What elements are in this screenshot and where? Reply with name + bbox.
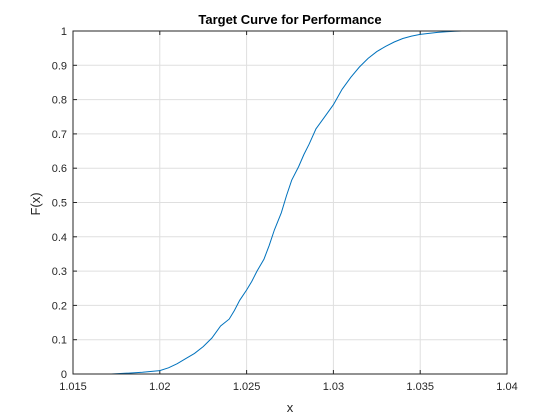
y-tick-label: 0 [61,369,67,381]
y-tick-label: 0.6 [52,163,67,175]
y-tick-label: 0.9 [52,60,67,72]
y-tick-label: 1 [61,26,67,38]
chart-title: Target Curve for Performance [198,12,381,27]
x-axis-label: x [287,400,294,415]
y-tick-label: 0.2 [52,300,67,312]
axes-frame [72,30,508,375]
y-tick-label: 0.7 [52,129,67,141]
y-tick-label: 0.4 [52,232,67,244]
y-tick-labels: 0 0.1 0.2 0.3 0.4 0.5 0.6 0.7 0.8 0.9 1 [52,26,67,381]
y-axis-label: F(x) [28,192,43,215]
y-tick-label: 0.3 [52,266,67,278]
x-tick-label: 1.015 [59,381,87,393]
y-tick-label: 0.8 [52,95,67,107]
x-tick-labels: 1.015 1.02 1.025 1.03 1.035 1.04 [59,381,517,393]
y-tick-label: 0.1 [52,335,67,347]
x-tick-label: 1.02 [149,381,170,393]
cdf-line [111,30,462,375]
x-tick-label: 1.03 [323,381,344,393]
x-tick-label: 1.04 [496,381,517,393]
x-tick-label: 1.025 [233,381,261,393]
x-tick-label: 1.035 [406,381,434,393]
y-tick-label: 0.5 [52,198,67,210]
